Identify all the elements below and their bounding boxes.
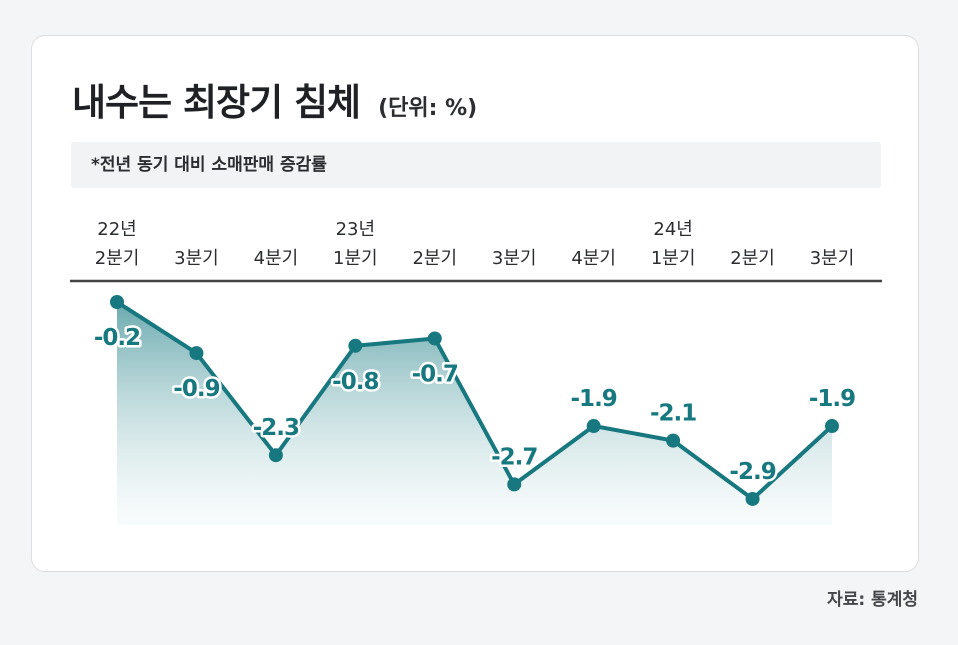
- x-year-label: 23년: [336, 219, 375, 240]
- data-point: [745, 491, 760, 506]
- data-point: [189, 346, 204, 361]
- data-label: -2.7: [491, 444, 537, 470]
- x-tick-label: 2분기: [730, 248, 775, 269]
- x-tick-label: 2분기: [412, 248, 457, 269]
- x-year-label: 22년: [97, 219, 136, 240]
- data-point: [825, 419, 839, 434]
- data-label: -0.9: [173, 376, 219, 402]
- x-year-label: 24년: [653, 219, 692, 240]
- data-point: [586, 419, 601, 434]
- data-label: -0.2: [94, 325, 140, 351]
- data-points: [110, 294, 839, 506]
- x-axis-labels: 22년 2분기 3분기 4분기 23년 1분기 2분기 3분기 4분기 24년 1분기 2분기 3분기: [95, 219, 855, 269]
- data-label: -2.9: [729, 459, 775, 485]
- chart-title: 내수는 최장기 침체: [72, 81, 361, 124]
- data-point: [348, 338, 363, 353]
- x-tick-label: 3분기: [810, 248, 855, 269]
- unit-label: (단위: %): [378, 96, 478, 121]
- data-labels: -0.2 -0.9 -2.3 -0.8 -0.7 -2.7 -1.9 -2.1 -2.9 -1.9: [91, 322, 858, 487]
- data-label: -1.9: [809, 386, 855, 412]
- x-tick-label: 3분기: [492, 248, 537, 269]
- x-tick-label: 1분기: [651, 248, 696, 269]
- source-label: 자료: 통계청: [827, 590, 918, 610]
- data-point: [268, 448, 283, 463]
- data-label: -0.8: [332, 369, 378, 395]
- x-tick-label: 3분기: [174, 248, 219, 269]
- x-tick-label: 1분기: [333, 248, 378, 269]
- series-line: [115, 300, 834, 501]
- footnote-banner: *전년 동기 대비 소매판매 증감률: [71, 142, 881, 188]
- x-tick-label: 4분기: [254, 248, 299, 269]
- data-point: [507, 477, 522, 492]
- data-label: -2.3: [253, 415, 299, 441]
- data-label: -0.7: [412, 361, 458, 387]
- x-tick-label: 2분기: [95, 248, 140, 269]
- data-label: -1.9: [571, 386, 617, 412]
- data-point: [110, 294, 124, 309]
- data-point: [427, 331, 442, 346]
- data-label: -2.1: [650, 401, 696, 427]
- x-tick-label: 4분기: [571, 248, 616, 269]
- title-row: 내수는 최장기 침체 (단위: %): [72, 72, 477, 126]
- data-point: [666, 433, 681, 448]
